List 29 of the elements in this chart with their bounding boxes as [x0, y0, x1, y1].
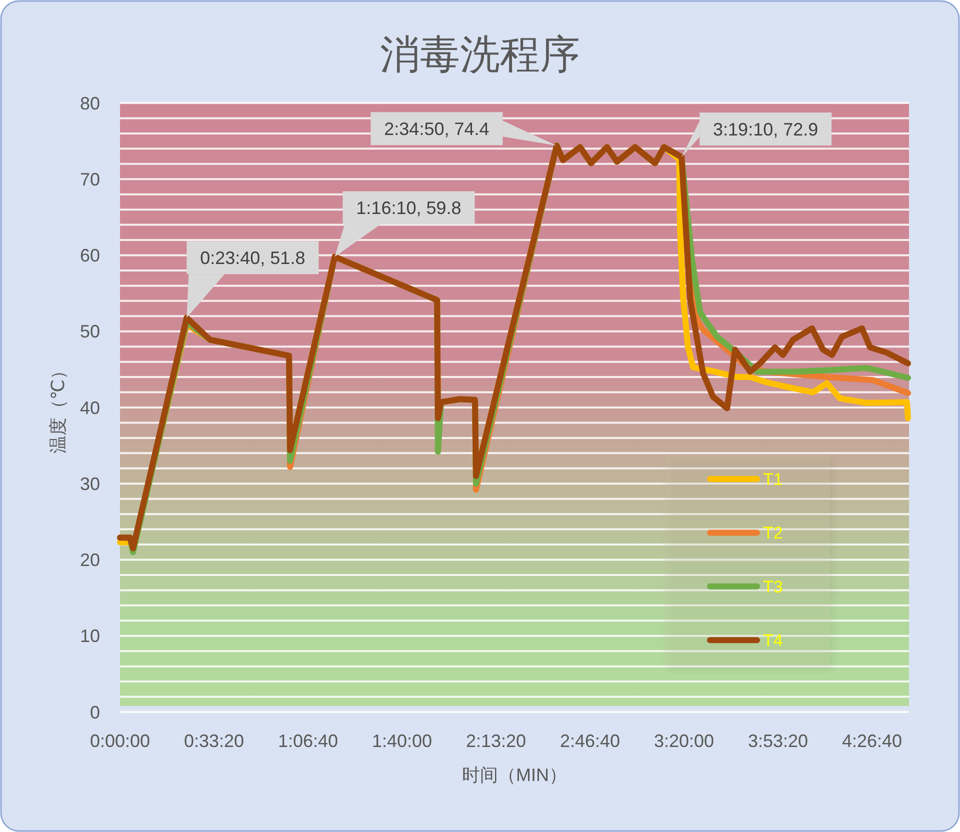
y-tick-label: 10	[80, 626, 100, 646]
legend-label: T3	[763, 577, 783, 596]
y-tick-label: 70	[80, 169, 100, 190]
x-tick-label: 1:40:00	[372, 731, 432, 751]
x-tick-label: 3:20:00	[654, 731, 714, 751]
x-tick-label: 2:46:40	[560, 731, 620, 751]
y-tick-label: 40	[80, 398, 100, 418]
legend-label: T1	[763, 470, 783, 489]
x-tick-label: 0:00:00	[90, 731, 150, 751]
y-tick-label: 60	[80, 246, 100, 266]
annotation: 2:34:50, 74.4	[384, 118, 490, 139]
y-tick-label: 0	[90, 702, 100, 722]
x-tick-label: 2:13:20	[466, 731, 526, 751]
x-tick-label: 4:26:40	[842, 731, 902, 751]
legend-label: T2	[763, 524, 783, 543]
x-tick-label: 0:33:20	[184, 731, 244, 751]
y-tick-label: 30	[80, 474, 100, 494]
chart-title: 消毒洗程序	[380, 33, 580, 77]
y-tick-label: 20	[80, 550, 100, 570]
y-tick-label: 80	[80, 93, 100, 114]
x-tick-label: 3:53:20	[748, 731, 808, 751]
annotation: 3:19:10, 72.9	[713, 119, 818, 140]
y-axis-title: 温度（℃）	[48, 361, 68, 454]
y-tick-label: 50	[80, 322, 100, 342]
x-tick-label: 1:06:40	[278, 731, 338, 751]
x-axis-title: 时间（MIN）	[462, 765, 567, 785]
annotation: 0:23:40, 51.8	[200, 248, 306, 268]
legend-label: T4	[763, 631, 783, 650]
annotation: 1:16:10, 59.8	[356, 198, 462, 218]
